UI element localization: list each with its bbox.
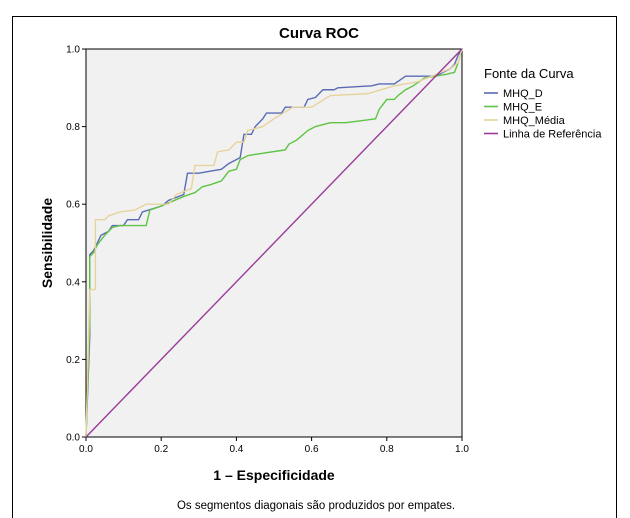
chart-title: Curva ROC	[279, 25, 359, 42]
series-line-mhq-d	[85, 48, 463, 438]
legend-entry: MHQ_E	[503, 102, 542, 114]
y-tick-label: 0.0	[66, 433, 80, 444]
y-tick-label: 0.8	[66, 122, 80, 133]
series-line-linha-de-refer-ncia	[85, 48, 463, 438]
y-tick-label: 0.6	[66, 200, 80, 211]
x-tick-label: 0.8	[380, 444, 394, 455]
x-axis-label: 1 – Especificidade	[213, 467, 335, 483]
x-tick-label: 0.4	[229, 444, 243, 455]
x-tick-label: 0.2	[154, 444, 168, 455]
legend-title: Fonte da Curva	[484, 66, 574, 81]
y-tick-label: 0.4	[66, 277, 80, 288]
x-tick-label: 0.0	[79, 444, 93, 455]
series-line-mhq-m-dia	[85, 48, 463, 438]
series-line-mhq-e	[85, 48, 463, 438]
footnote: Os segmentos diagonais são produzidos po…	[177, 500, 455, 512]
legend-entry: Linha de Referência	[503, 129, 602, 141]
y-tick-label: 0.2	[66, 355, 80, 366]
y-tick-label: 1.0	[66, 45, 80, 56]
y-axis-label: Sensibilidade	[39, 198, 55, 288]
legend-entry: MHQ_D	[503, 88, 543, 100]
legend-entry: MHQ_Média	[503, 115, 566, 127]
axis-ticks: 0.0 0.2 0.4 0.6 0.8 1.0 0.0 0.2 0.4 0.6 0.8 1.0	[66, 45, 469, 456]
x-tick-label: 0.6	[305, 444, 319, 455]
x-tick-label: 1.0	[455, 444, 469, 455]
series-lines	[85, 48, 463, 438]
